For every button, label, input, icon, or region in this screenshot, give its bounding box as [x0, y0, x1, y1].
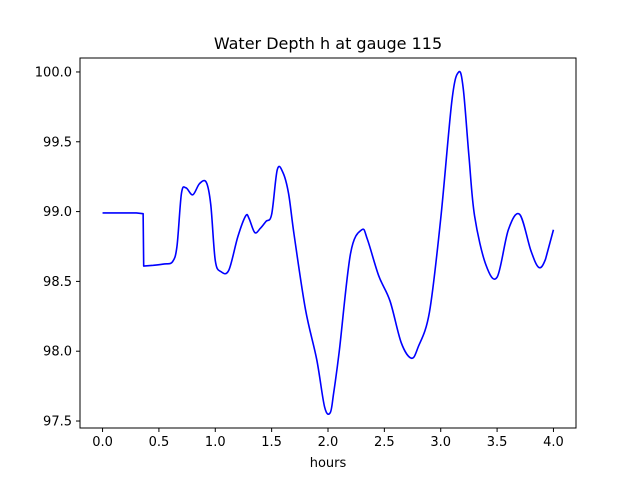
plot-area — [80, 58, 576, 428]
y-tick-label: 98.0 — [43, 345, 72, 360]
y-tick-label: 98.5 — [43, 275, 72, 290]
x-tick-label: 3.5 — [487, 435, 508, 450]
x-tick-label: 1.0 — [205, 435, 226, 450]
x-axis-label: hours — [310, 456, 347, 471]
y-tick-label: 99.0 — [43, 205, 72, 220]
y-tick-label: 100.0 — [35, 65, 72, 80]
chart-title: Water Depth h at gauge 115 — [214, 34, 442, 53]
x-tick-label: 1.5 — [261, 435, 282, 450]
x-tick-label: 0.0 — [92, 435, 113, 450]
y-tick-label: 99.5 — [43, 135, 72, 150]
y-tick-label: 97.5 — [43, 415, 72, 430]
series-layer — [102, 70, 555, 416]
x-tick-label: 2.5 — [374, 435, 395, 450]
x-axis-ticks: 0.0 0.5 1.0 1.5 2.0 2.5 3.0 3.5 4.0 — [92, 428, 564, 450]
x-tick-label: 4.0 — [543, 435, 564, 450]
y-axis-ticks: 97.5 98.0 98.5 99.0 99.5 100.0 — [35, 65, 80, 430]
x-tick-label: 0.5 — [149, 435, 170, 450]
x-tick-label: 3.0 — [430, 435, 451, 450]
series-line — [102, 70, 555, 416]
x-tick-label: 2.0 — [318, 435, 339, 450]
